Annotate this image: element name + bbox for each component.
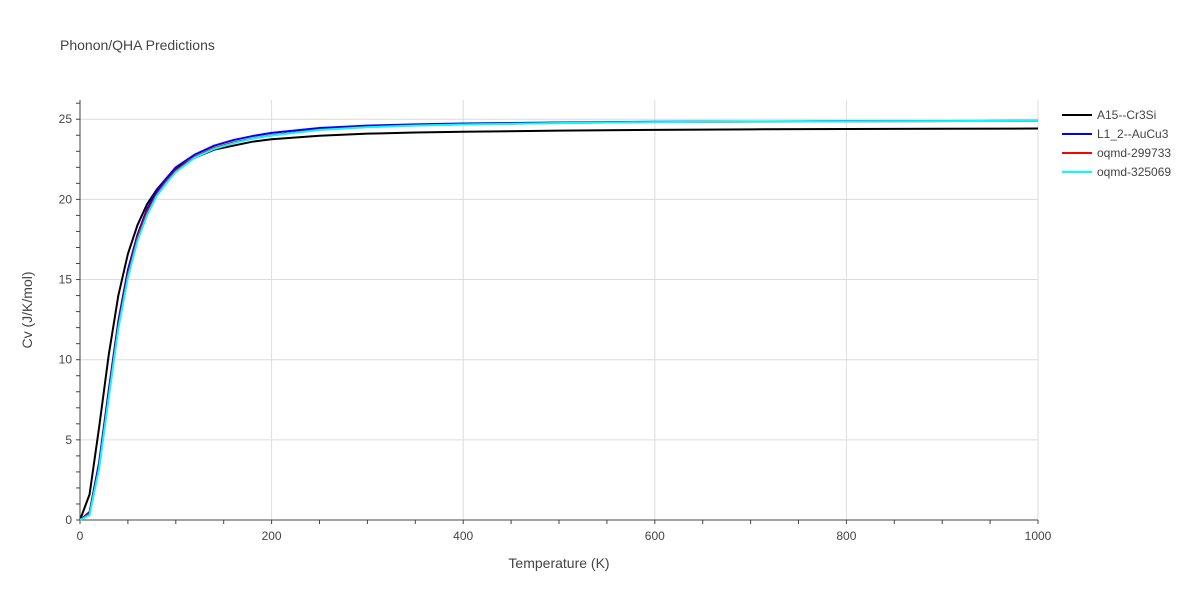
legend-label-oqmd-325069: oqmd-325069	[1097, 165, 1171, 179]
legend-label-a15-cr3si: A15--Cr3Si	[1097, 108, 1156, 122]
series-line-oqmd-325069	[79, 119, 1039, 521]
x-tick-label: 600	[645, 529, 665, 543]
x-tick-label: 800	[836, 529, 856, 543]
y-tick-label: 5	[65, 433, 72, 447]
y-tick-label: 10	[59, 353, 73, 367]
legend-label-oqmd-299733: oqmd-299733	[1097, 146, 1171, 160]
series-layer	[79, 119, 1039, 521]
x-tick-label: 400	[453, 529, 473, 543]
y-tick-label: 20	[59, 192, 73, 206]
series-line-a15-cr3si	[79, 127, 1039, 521]
axis-layer: 0 200 400 600 800 1000 0 5 10 15 20 25	[59, 100, 1052, 543]
x-tick-label: 1000	[1025, 529, 1052, 543]
chart-title: Phonon/QHA Predictions	[60, 37, 215, 53]
y-tick-label: 0	[65, 513, 72, 527]
grid-layer	[80, 100, 1039, 520]
legend: A15--Cr3Si L1_2--AuCu3 oqmd-299733 oqmd-325…	[1062, 108, 1171, 179]
x-tick-label: 200	[262, 529, 282, 543]
y-axis-title: Cv (J/K/mol)	[19, 272, 35, 349]
x-tick-label: 0	[77, 529, 84, 543]
y-tick-label: 15	[59, 273, 73, 287]
legend-label-l1-2-aucu3: L1_2--AuCu3	[1097, 127, 1169, 141]
x-axis-title: Temperature (K)	[508, 555, 609, 571]
y-tick-label: 25	[59, 112, 73, 126]
